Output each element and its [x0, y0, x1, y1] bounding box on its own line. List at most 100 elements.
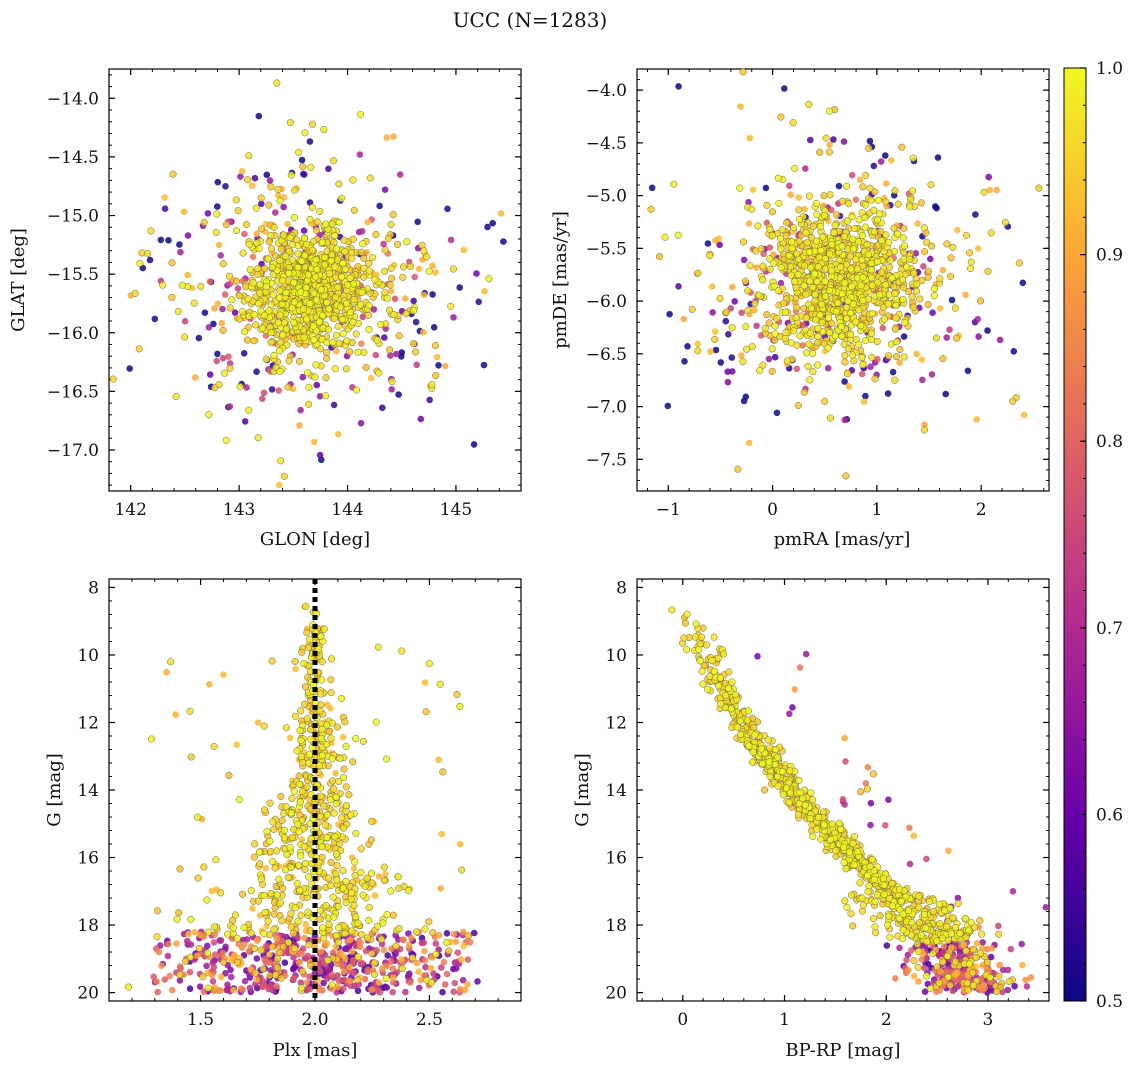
scatter-point	[842, 758, 849, 765]
scatter-point	[387, 352, 394, 359]
scatter-point	[768, 367, 776, 375]
scatter-point	[204, 984, 212, 992]
scatter-point	[388, 386, 396, 393]
y-tick-label: −16.5	[47, 382, 99, 402]
panel-glon-glat: GLON [deg] GLAT [deg]	[8, 228, 370, 550]
scatter-point	[262, 958, 269, 966]
scatter-point	[445, 947, 453, 955]
scatter-point	[927, 181, 935, 189]
scatter-point	[329, 971, 336, 979]
scatter-point	[826, 107, 834, 115]
scatter-point	[295, 148, 303, 156]
scatter-point	[176, 971, 184, 979]
scatter-point	[857, 282, 865, 290]
scatter-point	[301, 859, 310, 867]
scatter-point	[411, 273, 419, 281]
scatter-point	[240, 350, 248, 357]
scatter-point	[290, 213, 298, 221]
scatter-point	[832, 211, 841, 219]
scatter-point	[327, 734, 335, 742]
scatter-point	[913, 280, 921, 288]
scatter-point	[807, 304, 815, 312]
scatter-point	[920, 426, 929, 434]
scatter-point	[864, 250, 872, 259]
xlabel-bprp: BP-RP [mag]	[785, 1040, 900, 1061]
scatter-point	[921, 964, 928, 972]
scatter-point	[948, 296, 956, 304]
scatter-point	[900, 284, 908, 292]
scatter-point	[923, 855, 930, 863]
scatter-point	[781, 308, 789, 316]
scatter-point	[741, 277, 749, 285]
scatter-point	[284, 383, 292, 391]
scatter-point	[235, 795, 243, 804]
scatter-point	[262, 282, 270, 291]
scatter-point	[754, 291, 762, 299]
scatter-point	[1019, 961, 1026, 969]
scatter-point	[398, 353, 405, 360]
scatter-point	[333, 862, 341, 870]
scatter-point	[180, 208, 188, 215]
scatter-point	[880, 315, 889, 323]
scatter-point	[227, 955, 234, 963]
scatter-point	[398, 964, 406, 973]
scatter-point	[728, 354, 736, 361]
scatter-point	[328, 251, 336, 259]
scatter-point	[280, 203, 287, 211]
scatter-point	[208, 887, 216, 895]
scatter-point	[372, 351, 380, 359]
scatter-point	[299, 163, 307, 171]
scatter-point	[858, 256, 866, 264]
scatter-point	[840, 232, 848, 241]
scatter-point	[153, 978, 160, 985]
scatter-point	[378, 965, 386, 972]
scatter-point	[288, 794, 296, 802]
scatter-point	[429, 929, 437, 937]
scatter-point	[857, 788, 865, 796]
scatter-point	[359, 240, 367, 248]
scatter-point	[1023, 983, 1031, 990]
scatter-point	[321, 261, 329, 269]
scatter-point	[250, 853, 258, 861]
scatter-point	[323, 354, 331, 362]
scatter-point	[800, 282, 808, 290]
scatter-point	[765, 319, 773, 327]
scatter-point	[757, 245, 765, 253]
scatter-point	[172, 711, 179, 718]
scatter-point	[862, 392, 869, 400]
scatter-point	[816, 311, 824, 319]
scatter-point	[856, 176, 864, 184]
scatter-point	[746, 134, 754, 142]
scatter-point	[995, 972, 1003, 980]
scatter-point	[327, 676, 335, 684]
scatter-point	[253, 230, 260, 238]
scatter-point	[303, 629, 311, 637]
scatter-point	[327, 257, 335, 265]
scatter-point	[729, 368, 736, 375]
scatter-point	[177, 248, 184, 256]
scatter-point	[297, 406, 304, 414]
scatter-point	[230, 986, 237, 994]
scatter-point	[393, 350, 400, 358]
scatter-point	[737, 103, 744, 110]
scatter-point	[214, 178, 222, 186]
y-tick-label: −6.0	[586, 292, 627, 312]
scatter-point	[773, 409, 781, 417]
scatter-point	[373, 336, 381, 344]
scatter-point	[270, 223, 278, 232]
scatter-point	[303, 715, 311, 723]
scatter-point	[422, 708, 430, 716]
scatter-point	[407, 979, 414, 986]
scatter-point	[923, 238, 931, 246]
scatter-point	[199, 973, 207, 981]
scatter-point	[324, 326, 332, 334]
y-tick-label: 20	[77, 984, 99, 1004]
scatter-point	[753, 264, 760, 271]
scatter-point	[381, 267, 389, 275]
scatter-point	[303, 240, 311, 248]
scatter-point	[254, 270, 262, 279]
scatter-point	[248, 182, 256, 189]
scatter-point	[296, 798, 304, 806]
scatter-point	[722, 317, 730, 325]
scatter-point	[334, 902, 342, 910]
